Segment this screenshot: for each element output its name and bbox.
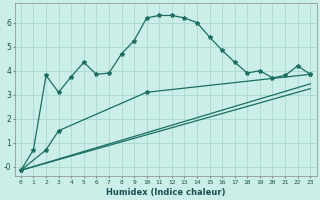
X-axis label: Humidex (Indice chaleur): Humidex (Indice chaleur) [106,188,225,197]
